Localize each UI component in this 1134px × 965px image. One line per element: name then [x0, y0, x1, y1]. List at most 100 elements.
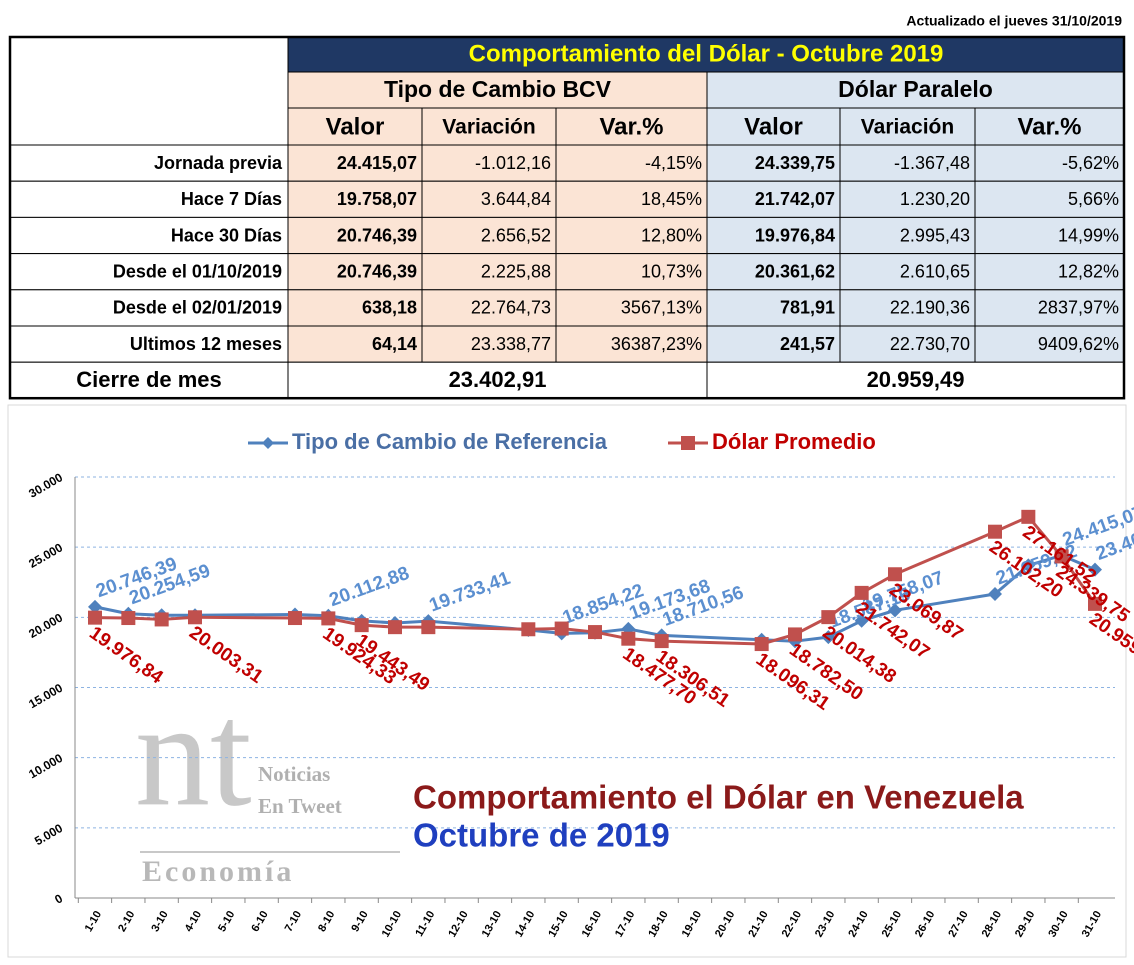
table-value: 3567,13% [621, 298, 702, 318]
group-cell [287, 71, 708, 109]
value-cell [974, 253, 1125, 291]
point [421, 620, 436, 635]
point [821, 610, 836, 625]
table-value: 18,45% [641, 189, 702, 209]
point [654, 634, 669, 649]
value-cell [974, 325, 1125, 363]
footer-label: Cierre de mes [76, 367, 222, 392]
legend-label: Dólar Promedio [712, 429, 876, 454]
table-value: -1.367,48 [894, 153, 970, 173]
footer-value: 23.402,91 [449, 367, 547, 392]
point [754, 637, 769, 652]
table-value: -4,15% [645, 153, 702, 173]
point [288, 611, 302, 626]
line-segment [661, 633, 762, 642]
value-cell [974, 144, 1125, 182]
point [1021, 509, 1036, 524]
line-segment [661, 639, 762, 646]
point [354, 618, 369, 633]
table-value: 2.610,65 [900, 261, 970, 281]
watermark-text: En Tweet [258, 794, 342, 818]
watermark-logo: nt [135, 671, 252, 837]
table-value: 9409,62% [1038, 334, 1119, 354]
legend-marker [681, 436, 695, 450]
column-cell [839, 107, 976, 146]
column-header: Var.% [1017, 113, 1081, 140]
point [854, 585, 869, 600]
value-cell [287, 180, 423, 218]
footer-value-cell [706, 361, 1125, 399]
line-segment [861, 608, 896, 623]
table-value: 19.976,84 [755, 225, 835, 245]
row-label: Hace 7 Días [181, 189, 282, 209]
value-cell [839, 289, 976, 327]
table-value: 2.225,88 [481, 261, 551, 281]
annotation: Comportamiento el Dólar en Venezuela [413, 779, 1024, 816]
line-segment [194, 615, 296, 620]
blank-cell [9, 36, 289, 146]
table-value: 2.995,43 [900, 225, 970, 245]
line-segment [1060, 555, 1097, 605]
table-value: 5,66% [1068, 189, 1119, 209]
column-cell [974, 107, 1125, 146]
chart-frame [7, 404, 1127, 958]
value-cell [839, 144, 976, 182]
table-value: 22.190,36 [890, 298, 970, 318]
point [388, 620, 402, 635]
annotation: Octubre de 2019 [413, 817, 670, 854]
point [854, 613, 869, 628]
point [188, 610, 202, 625]
table-value: 10,73% [641, 261, 702, 281]
value-cell [974, 289, 1125, 327]
point [588, 625, 602, 640]
table-value: 12,80% [641, 225, 702, 245]
table-value: 64,14 [372, 334, 417, 354]
table-value: 22.730,70 [890, 334, 970, 354]
value-cell [706, 216, 841, 255]
point [121, 611, 136, 626]
table-value: 20.361,62 [755, 261, 835, 281]
table-value: 36387,23% [611, 334, 702, 354]
table-value: 21.742,07 [755, 189, 835, 209]
column-header: Variación [861, 116, 954, 139]
value-cell [421, 325, 557, 363]
value-cell [555, 253, 708, 291]
point [621, 631, 636, 646]
table-value: 12,82% [1058, 261, 1119, 281]
row-label: Jornada previa [154, 153, 283, 173]
row-label: Ultimos 12 meses [130, 334, 282, 354]
table-value: 638,18 [362, 298, 417, 318]
column-header: Valor [744, 113, 803, 140]
table-value: 19.758,07 [337, 189, 417, 209]
value-cell [974, 216, 1125, 255]
updated-note: Actualizado el jueves 31/10/2019 [906, 13, 1122, 29]
point [554, 621, 569, 636]
value-cell [706, 325, 841, 363]
value-cell [287, 325, 423, 363]
point [1054, 549, 1069, 564]
table-value: 22.764,73 [471, 298, 551, 318]
table-value: 23.338,77 [471, 334, 551, 354]
row-label-cell [9, 325, 289, 363]
table-value: 781,91 [780, 298, 835, 318]
point [88, 599, 102, 614]
table-value: 241,57 [780, 334, 835, 354]
value-cell [555, 325, 708, 363]
table-value: 24.339,75 [755, 153, 835, 173]
point [1021, 558, 1036, 573]
row-label: Hace 30 Días [171, 225, 282, 245]
table-value: 2.656,52 [481, 225, 551, 245]
footer-value: 20.959,49 [867, 367, 965, 392]
value-cell [555, 144, 708, 182]
table-value: -5,62% [1062, 153, 1119, 173]
value-cell [706, 144, 841, 182]
value-cell [421, 289, 557, 327]
value-cell [839, 325, 976, 363]
point [521, 622, 536, 637]
table-value: -1.012,16 [475, 153, 551, 173]
table-border [8, 35, 1126, 400]
watermark-text: Noticias [258, 762, 330, 786]
line-segment [994, 564, 1030, 596]
table-value: 20.746,39 [337, 261, 417, 281]
line-segment [428, 625, 529, 631]
